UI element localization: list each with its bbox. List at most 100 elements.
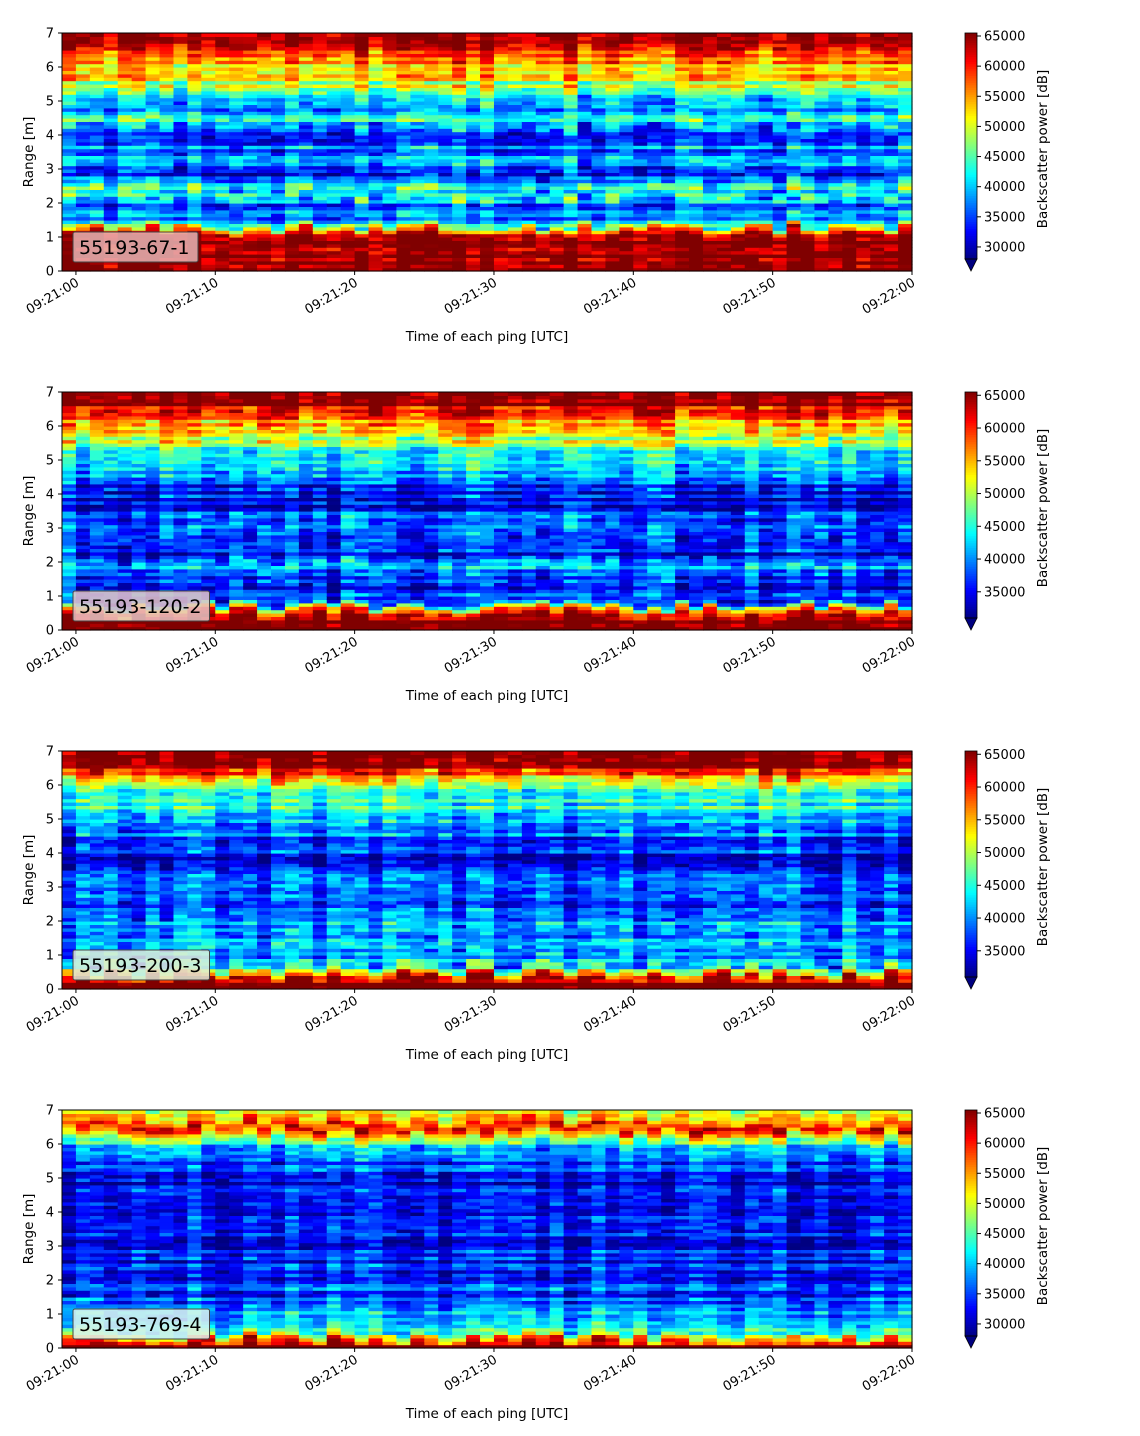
heatmap-cell <box>271 264 286 268</box>
heatmap-cell <box>132 264 147 268</box>
heatmap-cell <box>856 227 871 231</box>
heatmap-cell <box>104 142 119 146</box>
heatmap-cell <box>76 227 91 231</box>
heatmap-cell <box>201 176 216 180</box>
heatmap-cell <box>146 470 161 474</box>
heatmap-cell <box>494 244 509 248</box>
heatmap-cell <box>271 210 286 214</box>
heatmap-cell <box>76 33 91 37</box>
heatmap-cell <box>773 217 788 221</box>
heatmap-cell <box>438 227 453 231</box>
heatmap-cell <box>898 227 913 231</box>
heatmap-cell <box>508 149 523 153</box>
heatmap-cell <box>856 210 871 214</box>
heatmap-cell <box>717 149 732 153</box>
heatmap-cell <box>410 200 425 204</box>
heatmap-cell <box>257 183 272 187</box>
heatmap-cell <box>647 227 662 231</box>
heatmap-cell <box>369 217 384 221</box>
heatmap-cell <box>243 200 258 204</box>
heatmap-cell <box>717 176 732 180</box>
heatmap-cell <box>745 264 760 268</box>
heatmap-cell <box>689 217 704 221</box>
heatmap-cell <box>522 33 537 37</box>
heatmap-cell <box>828 217 843 221</box>
heatmap-cell <box>592 264 607 268</box>
heatmap-cell <box>369 264 384 268</box>
heatmap-cell <box>438 33 453 37</box>
heatmap-cell <box>257 193 272 197</box>
heatmap-cell <box>856 200 871 204</box>
heatmap-cell <box>759 149 774 153</box>
heatmap-cell <box>76 159 91 163</box>
heatmap-cell <box>396 149 411 153</box>
heatmap-cell <box>341 176 356 180</box>
heatmap-cell <box>828 142 843 146</box>
heatmap-cell <box>62 159 77 163</box>
heatmap-cell <box>466 244 481 248</box>
heatmap-cell <box>884 159 899 163</box>
heatmap-cell <box>104 264 119 268</box>
heatmap-cell <box>299 210 314 214</box>
heatmap-cell <box>828 132 843 136</box>
heatmap-cell <box>243 217 258 221</box>
heatmap-cell <box>689 244 704 248</box>
heatmap-cell <box>438 176 453 180</box>
heatmap-cell <box>452 142 467 146</box>
heatmap-cell <box>494 176 509 180</box>
heatmap-cell <box>605 234 620 238</box>
heatmap-cell <box>759 193 774 197</box>
heatmap-cell <box>717 210 732 214</box>
heatmap-cell <box>355 200 370 204</box>
heatmap-cell <box>118 504 133 508</box>
heatmap-cell <box>257 132 272 136</box>
heatmap-cell <box>369 251 384 255</box>
heatmap-cell <box>661 264 676 268</box>
heatmap-cell <box>592 132 607 136</box>
heatmap-cell <box>410 244 425 248</box>
heatmap-cell <box>619 234 634 238</box>
heatmap-cell <box>452 33 467 37</box>
heatmap-cell <box>90 436 105 440</box>
heatmap-cell <box>689 159 704 163</box>
heatmap-cell <box>160 166 175 170</box>
heatmap-cell <box>382 264 397 268</box>
heatmap-cell <box>104 193 119 197</box>
heatmap-cell <box>745 159 760 163</box>
heatmap-cell <box>201 142 216 146</box>
heatmap-cell <box>271 142 286 146</box>
heatmap-cell <box>90 200 105 204</box>
heatmap-cell <box>466 166 481 170</box>
heatmap-cell <box>814 217 829 221</box>
heatmap-cell <box>856 159 871 163</box>
heatmap-cell <box>341 142 356 146</box>
heatmap-cell <box>884 132 899 136</box>
heatmap-cell <box>647 132 662 136</box>
heatmap-cell <box>243 264 258 268</box>
heatmap-cell <box>229 33 244 37</box>
heatmap-cell <box>870 234 885 238</box>
heatmap-cell <box>452 193 467 197</box>
heatmap-cell <box>633 193 648 197</box>
heatmap-cell <box>856 166 871 170</box>
heatmap-cell <box>369 166 384 170</box>
heatmap-cell <box>480 210 495 214</box>
heatmap-cell <box>62 264 77 268</box>
heatmap-cell <box>243 149 258 153</box>
heatmap-cell <box>160 227 175 231</box>
heatmap-cell <box>633 234 648 238</box>
heatmap-cell <box>76 264 91 268</box>
heatmap-cell <box>494 210 509 214</box>
heatmap-cell <box>229 193 244 197</box>
heatmap-cell <box>424 251 439 255</box>
heatmap-cell <box>215 166 230 170</box>
heatmap-cell <box>62 183 77 187</box>
heatmap-cell <box>578 159 593 163</box>
heatmap-cell <box>76 166 91 170</box>
heatmap-cell <box>842 166 857 170</box>
heatmap-cell <box>104 392 119 396</box>
colorbar-tick-label: 50000 <box>984 120 1025 135</box>
heatmap-cell <box>605 142 620 146</box>
heatmap-cell <box>313 33 328 37</box>
colorbar-extend-min <box>965 259 977 271</box>
